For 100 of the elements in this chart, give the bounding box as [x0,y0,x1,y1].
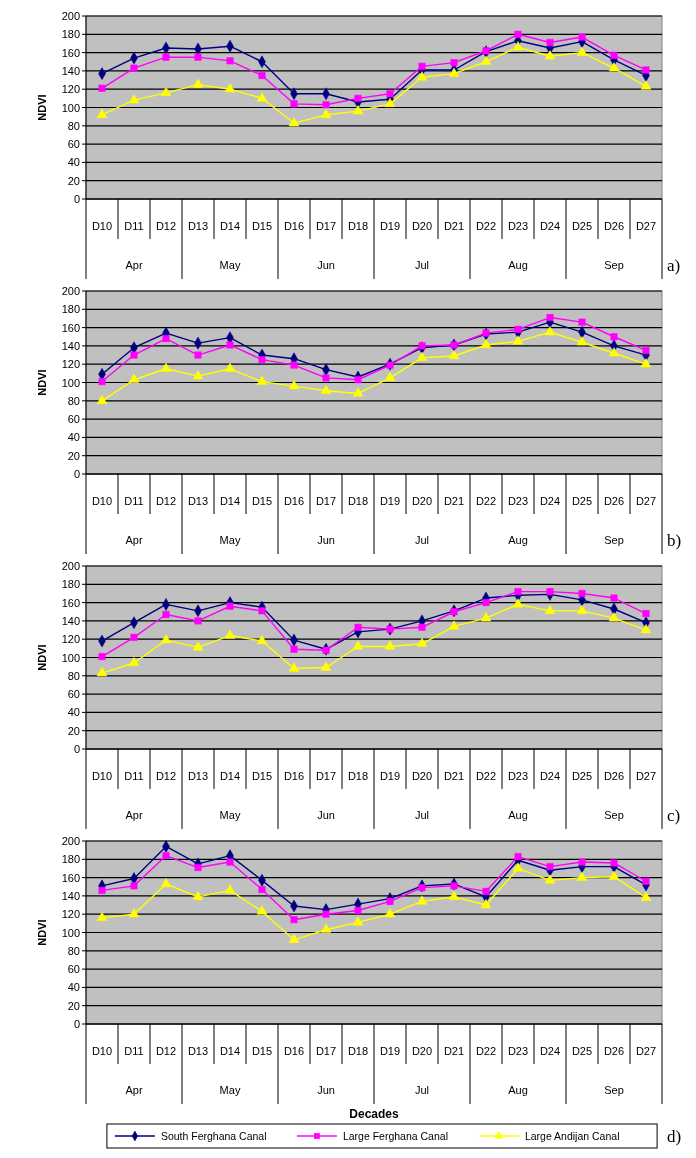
y-tick-label: 180 [61,853,80,866]
x-tick-label: D27 [635,495,657,507]
y-tick-label: 200 [61,10,80,22]
x-tick-label: D13 [187,495,209,507]
x-tick-label: D10 [91,220,113,232]
y-tick-label: 120 [61,83,80,96]
x-tick-label: D12 [155,770,177,782]
y-tick-label: 80 [67,944,80,957]
legend-label: Large Andijan Canal [524,1130,620,1142]
x-tick-label: D16 [283,1045,305,1057]
text: Aug [508,534,528,546]
y-tick-label: 20 [67,999,80,1012]
x-tick-label: D12 [155,220,177,232]
y-tick-label: 160 [61,321,80,334]
x-tick-label: D21 [443,495,465,507]
y-tick-label: 20 [67,449,80,462]
text: Aug [508,259,528,271]
text: Jul [414,809,430,821]
x-tick-label: D23 [507,1045,529,1057]
x-tick-label: D25 [571,770,593,782]
y-tick-label: 120 [61,633,80,646]
x-tick-label: D10 [91,1045,113,1057]
y-tick-label: 80 [67,394,80,407]
x-tick-label: D24 [539,495,561,507]
x-tick-label: D13 [187,220,209,232]
y-tick-label: 200 [61,285,80,297]
y-tick-label: 60 [67,138,80,151]
y-tick-label: 200 [61,560,80,572]
y-tick-label: 200 [61,835,80,847]
x-tick-label: D14 [219,1045,241,1057]
y-axis-title: NDVI [36,644,48,671]
y-tick-label: 160 [61,871,80,884]
x-tick-label: D21 [443,1045,465,1057]
y-tick-label: 100 [61,926,80,939]
x-tick-label: D25 [571,220,593,232]
x-tick-label: D18 [347,1045,369,1057]
x-tick-label: D16 [283,495,305,507]
x-tick-label: D15 [251,770,273,782]
text: Jul [414,259,430,271]
x-tick-label: D13 [187,770,209,782]
x-tick-label: D26 [603,220,625,232]
text: May [219,1084,241,1096]
x-tick-label: D12 [155,495,177,507]
text: Jun [317,1084,335,1096]
x-tick-label: D24 [539,1045,561,1057]
text: Aug [508,809,528,821]
text: Jun [317,809,335,821]
y-tick-label: 0 [73,468,80,480]
text: May [219,809,241,821]
x-tick-label: D20 [411,495,433,507]
y-tick-label: 160 [61,596,80,609]
x-axis-title: Decades [349,1107,399,1121]
x-tick-label: D15 [251,220,273,232]
x-tick-label: D17 [315,1045,337,1057]
x-tick-label: D23 [507,770,529,782]
text: Apr [125,809,143,821]
text: Apr [125,534,143,546]
x-tick-label: D17 [315,495,337,507]
text: May [219,259,241,271]
x-tick-label: D27 [635,1045,657,1057]
x-tick-label: D20 [411,220,433,232]
x-tick-label: D12 [155,1045,177,1057]
y-tick-label: 120 [61,358,80,371]
y-tick-label: 60 [67,413,80,426]
y-tick-label: 40 [67,706,80,719]
x-tick-label: D24 [539,770,561,782]
x-tick-label: D23 [507,220,529,232]
y-tick-label: 180 [61,28,80,41]
x-tick-label: D13 [187,1045,209,1057]
text: d) [667,1127,682,1146]
y-tick-label: 140 [61,614,80,627]
legend-label: South Ferghana Canal [160,1130,267,1142]
x-tick-label: D22 [475,1045,497,1057]
x-tick-label: D14 [219,770,241,782]
x-tick-label: D24 [539,220,561,232]
x-tick-label: D11 [124,770,144,782]
y-tick-label: 0 [73,1018,80,1030]
y-tick-label: 20 [67,174,80,187]
text: Sep [604,1084,624,1096]
x-tick-label: D26 [603,1045,625,1057]
text: Sep [604,259,624,271]
y-axis-title: NDVI [36,94,48,121]
x-tick-label: D21 [443,220,465,232]
x-tick-label: D11 [124,220,144,232]
text: Sep [604,534,624,546]
x-tick-label: D19 [379,770,401,782]
x-tick-label: D14 [219,495,241,507]
x-tick-label: D22 [475,220,497,232]
y-axis-title: NDVI [36,369,48,396]
text: c) [667,806,681,825]
x-tick-label: D19 [379,1045,401,1057]
y-tick-label: 100 [61,101,80,114]
x-tick-label: D20 [411,770,433,782]
y-tick-label: 0 [73,743,80,755]
text: Apr [125,1084,143,1096]
y-tick-label: 140 [61,64,80,77]
x-tick-label: D11 [124,1045,144,1057]
x-tick-label: D25 [571,495,593,507]
x-tick-label: D16 [283,220,305,232]
x-tick-label: D17 [315,770,337,782]
